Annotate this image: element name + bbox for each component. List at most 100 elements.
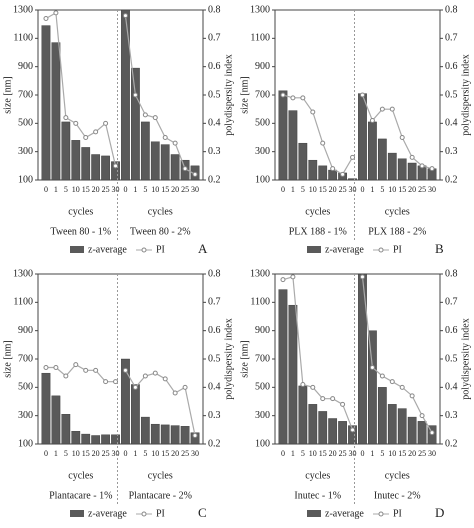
bar xyxy=(397,158,407,181)
bar xyxy=(397,408,407,445)
x-tick-label: 10 xyxy=(388,449,396,458)
pi-point xyxy=(429,166,435,172)
bar xyxy=(51,42,61,181)
y-tick-label: 1100 xyxy=(13,33,33,44)
bar xyxy=(121,9,130,181)
pi-point xyxy=(340,401,346,407)
x-tick-label: 0 xyxy=(360,449,364,458)
x-tick-label: 30 xyxy=(112,185,120,194)
group-label: PLX 188 - 1% xyxy=(289,226,347,237)
x-tick-label: 10 xyxy=(309,449,317,458)
y2-tick-label: 0.6 xyxy=(208,325,221,336)
panel-letter: C xyxy=(198,505,207,520)
pi-point xyxy=(429,430,435,436)
pi-point xyxy=(172,390,178,396)
x-tick-label: 30 xyxy=(112,449,120,458)
x-tick-label: 30 xyxy=(191,449,199,458)
pi-point xyxy=(132,92,138,98)
bar xyxy=(358,93,367,181)
group-label: Inutec - 2% xyxy=(374,490,421,501)
pi-point xyxy=(399,384,405,390)
pi-point xyxy=(152,370,158,376)
x-tick-label: 30 xyxy=(428,185,436,194)
bar xyxy=(298,142,308,181)
pi-point xyxy=(389,106,395,112)
bar xyxy=(81,147,91,181)
panel-letter: D xyxy=(435,505,444,520)
y-tick-label: 500 xyxy=(18,382,33,393)
pi-point xyxy=(330,396,336,402)
bar xyxy=(71,431,81,445)
x-tick-label: 10 xyxy=(151,449,159,458)
y2-tick-label: 0.8 xyxy=(445,4,458,15)
pi-point xyxy=(122,367,128,373)
bar xyxy=(407,416,417,445)
pi-point xyxy=(192,433,198,438)
x-tick-label: 30 xyxy=(349,185,357,194)
bar xyxy=(91,435,101,445)
pi-point xyxy=(290,95,296,101)
y-tick-label: 700 xyxy=(255,353,270,364)
x-tick-label: 1 xyxy=(54,449,58,458)
bar xyxy=(407,162,417,181)
y-tick-label: 1300 xyxy=(13,268,33,279)
x-tick-label: 1 xyxy=(133,449,137,458)
legend-swatch xyxy=(307,246,321,253)
bar xyxy=(278,90,288,181)
bar xyxy=(61,414,71,445)
pi-point xyxy=(162,376,168,382)
pi-point xyxy=(162,135,168,140)
x-tick-label: 25 xyxy=(102,449,110,458)
pi-point xyxy=(399,135,405,140)
pi-point xyxy=(280,277,286,283)
bar xyxy=(377,387,387,445)
bar xyxy=(348,178,357,181)
y2-tick-label: 0.3 xyxy=(208,146,221,157)
x-tick-label: 15 xyxy=(161,449,169,458)
y2-tick-label: 0.6 xyxy=(445,61,458,72)
y2-axis-label: polydispersity index xyxy=(223,318,234,399)
bar xyxy=(338,421,347,445)
x-tick-label: 5 xyxy=(64,185,68,194)
x-tick-label: 1 xyxy=(370,185,374,194)
x-axis-label: cycles xyxy=(385,206,410,217)
pi-point xyxy=(63,115,69,121)
x-tick-label: 5 xyxy=(143,449,147,458)
x-tick-label: 20 xyxy=(329,185,337,194)
x-tick-label: 5 xyxy=(301,185,305,194)
bar xyxy=(308,404,318,445)
pi-point xyxy=(300,382,306,387)
bar xyxy=(298,385,308,445)
y-tick-label: 700 xyxy=(18,89,33,100)
y2-tick-label: 0.4 xyxy=(208,382,221,393)
bar xyxy=(101,434,110,445)
pi-point xyxy=(310,109,316,115)
group-label: Tween 80 - 2% xyxy=(130,226,191,237)
pi-point xyxy=(300,95,306,101)
y-tick-label: 700 xyxy=(18,353,33,364)
bar xyxy=(150,423,160,445)
bar xyxy=(318,165,328,181)
pi-point xyxy=(43,365,49,370)
x-axis-label: cycles xyxy=(305,206,330,217)
x-tick-label: 10 xyxy=(309,185,317,194)
pi-point xyxy=(379,106,385,112)
y-tick-label: 900 xyxy=(18,61,33,72)
y2-tick-label: 0.2 xyxy=(445,438,458,449)
x-tick-label: 25 xyxy=(102,185,110,194)
pi-point xyxy=(43,16,49,21)
pi-point xyxy=(350,427,356,433)
legend-swatch xyxy=(141,247,147,253)
y-tick-label: 300 xyxy=(18,146,33,157)
group-label: Tween 80 - 1% xyxy=(50,226,111,237)
bar xyxy=(111,434,120,445)
bar xyxy=(150,141,160,181)
x-tick-label: 0 xyxy=(281,185,285,194)
x-tick-label: 20 xyxy=(171,449,179,458)
y-axis-label: size [nm] xyxy=(2,340,13,378)
x-tick-label: 20 xyxy=(408,185,416,194)
pi-point xyxy=(122,13,128,19)
y-tick-label: 1300 xyxy=(13,4,33,15)
pi-point xyxy=(359,92,365,98)
